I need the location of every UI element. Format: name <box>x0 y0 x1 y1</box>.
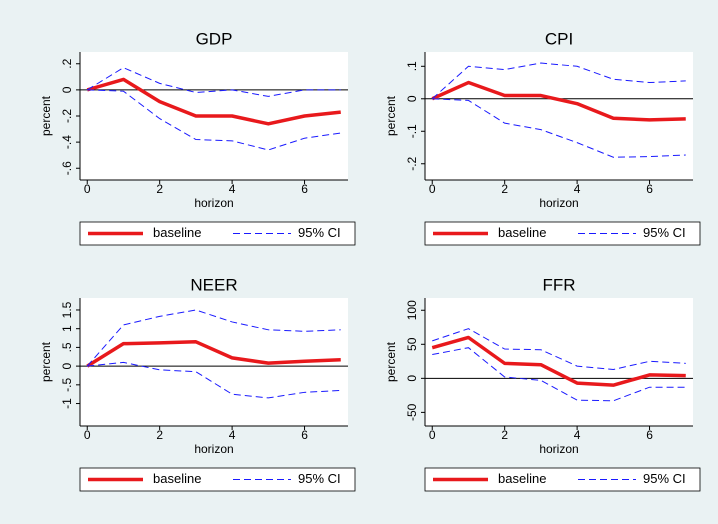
x-tick-label: 2 <box>156 428 163 442</box>
x-tick-label: 0 <box>84 428 91 442</box>
y-tick-label: -.2 <box>60 109 74 123</box>
y-tick-label: 1 <box>60 325 74 332</box>
y-axis-label: percent <box>39 341 53 382</box>
ci-upper-line <box>431 62 686 100</box>
y-tick-label: .1 <box>405 61 419 71</box>
legend-label: baseline <box>498 225 546 240</box>
y-tick-label: 0 <box>405 95 419 102</box>
ci-lower-line <box>432 98 686 158</box>
x-axis-label: horizon <box>539 442 578 456</box>
y-tick-label: -.2 <box>405 156 419 170</box>
baseline-line <box>431 80 686 122</box>
x-tick-label: 0 <box>429 428 436 442</box>
y-tick-label: .5 <box>60 342 74 352</box>
y-tick-label: -1 <box>60 398 74 409</box>
baseline-line <box>86 340 341 368</box>
y-tick-label: -.1 <box>405 124 419 138</box>
x-axis-label: horizon <box>194 196 233 210</box>
x-tick-label: 4 <box>229 428 236 442</box>
y-tick-label: 0 <box>405 375 419 382</box>
y-tick-label: 0 <box>60 86 74 93</box>
x-tick-label: 2 <box>156 182 163 196</box>
y-tick-label: .2 <box>60 58 74 68</box>
legend-box <box>424 221 701 246</box>
baseline-line <box>431 335 686 387</box>
y-tick-label: -50 <box>405 403 419 421</box>
legend-label: 95% CI <box>298 471 341 486</box>
y-tick-label: -.5 <box>60 378 74 392</box>
panel-title: GDP <box>196 29 233 48</box>
legend-box <box>79 221 356 246</box>
legend-label: baseline <box>153 225 201 240</box>
panel-title: NEER <box>190 275 237 294</box>
x-tick-label: 6 <box>301 182 308 196</box>
y-axis-label: percent <box>39 95 53 136</box>
legend-box <box>79 467 356 492</box>
x-tick-label: 6 <box>646 428 653 442</box>
ci-upper-line <box>432 328 686 370</box>
y-tick-label: 0 <box>60 362 74 369</box>
y-tick-label: -.6 <box>60 161 74 175</box>
baseline-line <box>86 77 341 126</box>
x-tick-label: 4 <box>574 428 581 442</box>
plot-area <box>425 298 693 426</box>
x-tick-label: 6 <box>646 182 653 196</box>
legend-label: 95% CI <box>643 471 686 486</box>
legend-label: baseline <box>498 471 546 486</box>
y-tick-label: 1.5 <box>60 301 74 318</box>
y-tick-label: 50 <box>405 337 419 351</box>
x-tick-label: 6 <box>301 428 308 442</box>
panel-title: CPI <box>545 29 573 48</box>
panel-title: FFR <box>542 275 575 294</box>
ci-upper-line <box>86 67 341 97</box>
legend-box <box>424 467 701 492</box>
ci-upper-line <box>86 309 341 367</box>
x-tick-label: 0 <box>84 182 91 196</box>
ci-lower-line <box>432 347 686 402</box>
y-axis-label: percent <box>384 341 398 382</box>
x-tick-label: 2 <box>501 428 508 442</box>
x-tick-label: 4 <box>574 182 581 196</box>
legend-label: baseline <box>153 471 201 486</box>
legend-label: 95% CI <box>643 225 686 240</box>
x-tick-label: 4 <box>229 182 236 196</box>
legend-label: 95% CI <box>298 225 341 240</box>
plot-area <box>425 52 693 180</box>
x-axis-label: horizon <box>539 196 578 210</box>
x-axis-label: horizon <box>194 442 233 456</box>
x-tick-label: 2 <box>501 182 508 196</box>
y-tick-label: -.4 <box>60 135 74 149</box>
x-tick-label: 0 <box>429 182 436 196</box>
y-tick-label: 100 <box>405 300 419 320</box>
y-axis-label: percent <box>384 95 398 136</box>
